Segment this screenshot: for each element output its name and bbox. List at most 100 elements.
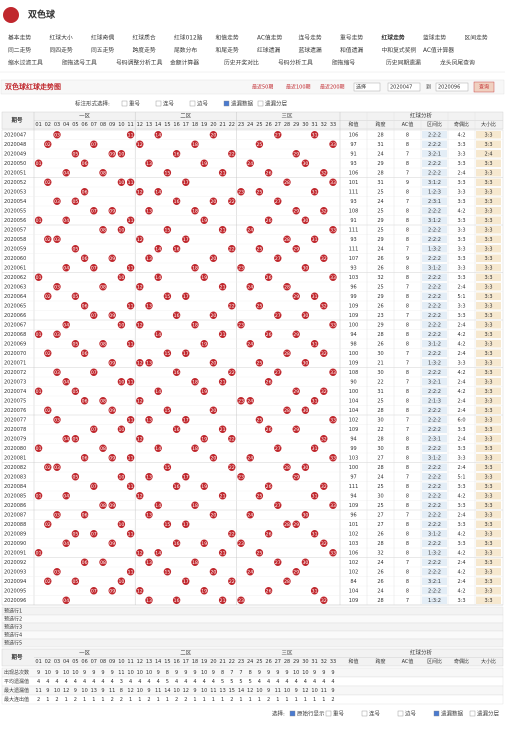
nav-link[interactable]: 和值遗漏 — [340, 46, 363, 54]
nav-link[interactable]: 基本走势 — [8, 34, 31, 42]
nav-link[interactable]: 金额计算器 — [170, 59, 199, 67]
red-ball-number: 25 — [256, 417, 262, 423]
nav-link[interactable]: 和值走势 — [216, 34, 239, 42]
nav-link[interactable]: 红球质合 — [133, 34, 156, 42]
period-link[interactable]: 最近100期 — [286, 84, 311, 91]
checkbox[interactable] — [433, 710, 440, 717]
stats-value: 4 — [101, 679, 104, 685]
checkbox[interactable] — [469, 710, 476, 717]
red-ball-number: 25 — [256, 189, 262, 195]
checkbox-label[interactable]: 连号 — [369, 710, 381, 718]
nav-link[interactable]: 同四走势 — [50, 46, 73, 54]
nav-link[interactable]: 连号走势 — [299, 34, 322, 42]
red-ball — [283, 463, 291, 471]
nav-link[interactable]: AC值计算器 — [423, 46, 454, 54]
checkbox[interactable] — [325, 710, 332, 717]
red-ball-number: 01 — [36, 446, 42, 452]
stats-value: 11 — [275, 688, 281, 694]
nav-link[interactable]: 红球走势 — [382, 34, 405, 42]
analysis-value: 3:3 — [484, 246, 492, 252]
red-ball-number: 03 — [54, 417, 60, 423]
checkbox[interactable] — [397, 710, 404, 717]
checkbox[interactable] — [223, 100, 230, 107]
preselect-label: 预选行5 — [4, 640, 22, 647]
nav-link[interactable]: 同二走势 — [8, 46, 31, 54]
checkbox-label[interactable]: 边号 — [405, 710, 417, 718]
issue-to[interactable]: 2020096 — [438, 85, 460, 91]
query-button-label[interactable]: 查询 — [479, 84, 489, 91]
nav-link[interactable]: 和尾走势 — [216, 46, 239, 54]
checkbox[interactable] — [155, 100, 162, 107]
number-header: 29 — [293, 659, 299, 665]
nav-link[interactable]: 区间走势 — [465, 34, 488, 42]
red-ball — [53, 511, 61, 519]
nav-link[interactable]: 号码调整分析工具 — [116, 59, 163, 67]
nav-link[interactable]: 胆拖选号工具 — [62, 59, 97, 67]
checkbox-label[interactable]: 重号 — [129, 100, 141, 108]
number-header: 24 — [247, 659, 253, 665]
red-ball — [154, 188, 162, 196]
nav-link[interactable]: 红球大小 — [50, 34, 73, 42]
red-ball-number: 17 — [183, 180, 189, 186]
checkbox[interactable] — [121, 100, 128, 107]
number-header: 19 — [201, 122, 207, 128]
stats-row — [1, 676, 504, 687]
checkbox-label[interactable]: 遗漏数据 — [231, 100, 254, 108]
analysis-value: 4:2 — [457, 531, 465, 537]
red-ball-number: 03 — [54, 465, 60, 471]
nav-link[interactable]: 胆拖缩号 — [332, 59, 355, 67]
period-select[interactable]: 选择 — [356, 84, 366, 91]
nav-link[interactable]: 号码分析工具 — [278, 59, 313, 67]
number-header: 08 — [100, 659, 106, 665]
checkbox-label[interactable]: 遗漏数据 — [441, 710, 464, 718]
nav-link[interactable]: 跨度走势 — [133, 46, 156, 54]
ratio-bg — [422, 530, 447, 538]
period-link[interactable]: 最近50期 — [252, 84, 273, 91]
nav-link[interactable]: 同五走势 — [91, 46, 114, 54]
issue-number: 2020088 — [4, 522, 26, 528]
checkbox[interactable] — [289, 710, 296, 717]
red-ball-number: 31 — [312, 493, 318, 499]
red-ball — [310, 188, 319, 196]
red-ball-number: 18 — [192, 446, 198, 452]
ratio-bg — [476, 387, 501, 395]
checkbox-label[interactable]: 遗漏分层 — [477, 710, 500, 718]
checkbox-label[interactable]: 原始行显示 — [297, 710, 325, 718]
checkbox[interactable] — [361, 710, 368, 717]
nav-link[interactable]: 蓝球走势 — [423, 34, 446, 42]
nav-link[interactable]: 重号走势 — [340, 34, 363, 42]
nav-link[interactable]: 历史开奖对比 — [224, 59, 259, 67]
ratio-bg — [422, 492, 447, 500]
analysis-value: 26 — [377, 569, 383, 575]
red-ball-number: 20 — [210, 313, 216, 319]
nav-link[interactable]: 缩水过滤工具 — [8, 59, 43, 67]
nav-link[interactable]: 红球遗漏 — [257, 46, 280, 54]
ratio-bg — [422, 425, 447, 433]
ratio-bg — [476, 283, 501, 291]
checkbox[interactable] — [257, 100, 264, 107]
issue-number: 2020055 — [4, 208, 26, 214]
nav-link[interactable]: 红球012路 — [174, 34, 203, 42]
checkbox-label[interactable]: 连号 — [163, 100, 175, 108]
analysis-value: 93 — [350, 265, 356, 271]
nav-link[interactable]: 中和复式奖例 — [382, 46, 417, 54]
checkbox-label[interactable]: 遗漏分层 — [265, 100, 288, 108]
red-ball — [53, 131, 61, 139]
issue-from[interactable]: 2020047 — [390, 85, 412, 91]
analysis-value: 94 — [350, 493, 356, 499]
checkbox-label[interactable]: 重号 — [333, 710, 345, 718]
nav-link[interactable]: 红球奇偶 — [91, 34, 114, 42]
nav-link[interactable]: 尾数分布 — [174, 46, 197, 54]
nav-link[interactable]: 蓝球遗漏 — [299, 46, 322, 54]
red-ball — [191, 264, 199, 272]
nav-link[interactable]: 龙头凤尾查询 — [440, 59, 475, 67]
checkbox-label[interactable]: 边号 — [197, 100, 209, 108]
period-link[interactable]: 最近200期 — [320, 84, 345, 91]
analysis-value: 8 — [406, 446, 409, 452]
nav-link[interactable]: AC值走势 — [257, 34, 283, 42]
red-ball — [136, 188, 144, 196]
checkbox[interactable] — [189, 100, 196, 107]
red-ball — [246, 511, 254, 519]
nav-link[interactable]: 历史同期遗漏 — [386, 59, 421, 67]
stats-value: 4 — [111, 679, 114, 685]
